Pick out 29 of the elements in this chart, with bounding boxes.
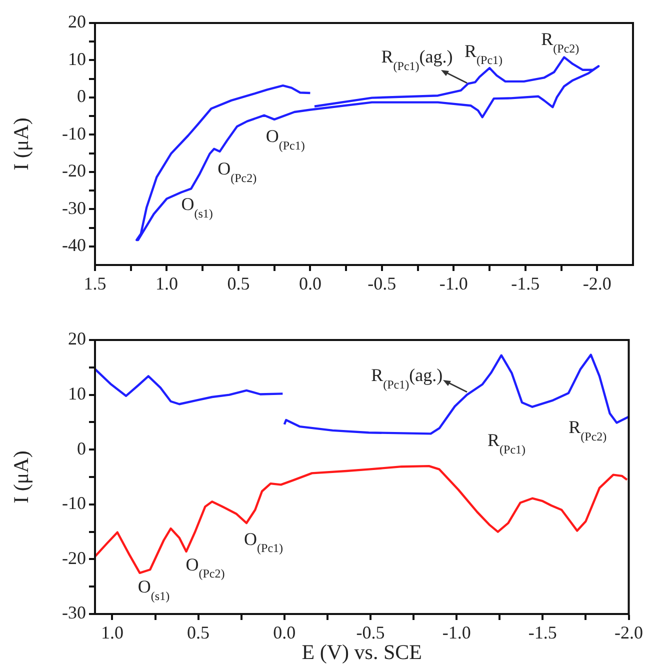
y-tick-label: -20 [62, 548, 86, 568]
y-tick-label: -10 [62, 493, 86, 514]
y-tick-label: 10 [68, 384, 86, 404]
y-tick-label: 0 [77, 86, 86, 106]
x-tick-label: 0.5 [227, 274, 250, 294]
y-tick-label: 0 [77, 438, 86, 458]
x-tick-label: -1.5 [511, 274, 540, 294]
x-tick-label: -1.0 [442, 622, 471, 643]
y-tick-label: -20 [62, 160, 86, 181]
x-tick-label: 0.0 [273, 622, 296, 643]
y-tick-label: 10 [68, 48, 86, 69]
x-tick-label: -1.5 [528, 622, 557, 643]
x-tick-label: 1.0 [100, 622, 124, 643]
x-tick-label: 1.5 [84, 274, 106, 294]
y-tick-label: -10 [62, 123, 86, 144]
x-tick-label: -0.5 [368, 274, 396, 294]
x-tick-label: 1.0 [155, 274, 178, 294]
y-axis-title: I (μA) [9, 118, 34, 170]
y-tick-label: -30 [62, 602, 86, 623]
x-tick-label: 0.5 [187, 622, 210, 643]
y-axis-title: I (μA) [9, 450, 34, 504]
y-tick-label: -40 [62, 235, 86, 256]
x-tick-label: -2.0 [614, 622, 644, 643]
y-tick-label: 20 [68, 328, 86, 349]
x-tick-label: -2.0 [582, 274, 612, 294]
x-tick-label: -1.0 [439, 274, 468, 294]
x-tick-label: 0.0 [298, 274, 322, 294]
y-tick-label: -30 [62, 198, 86, 218]
y-tick-label: 20 [68, 12, 86, 32]
